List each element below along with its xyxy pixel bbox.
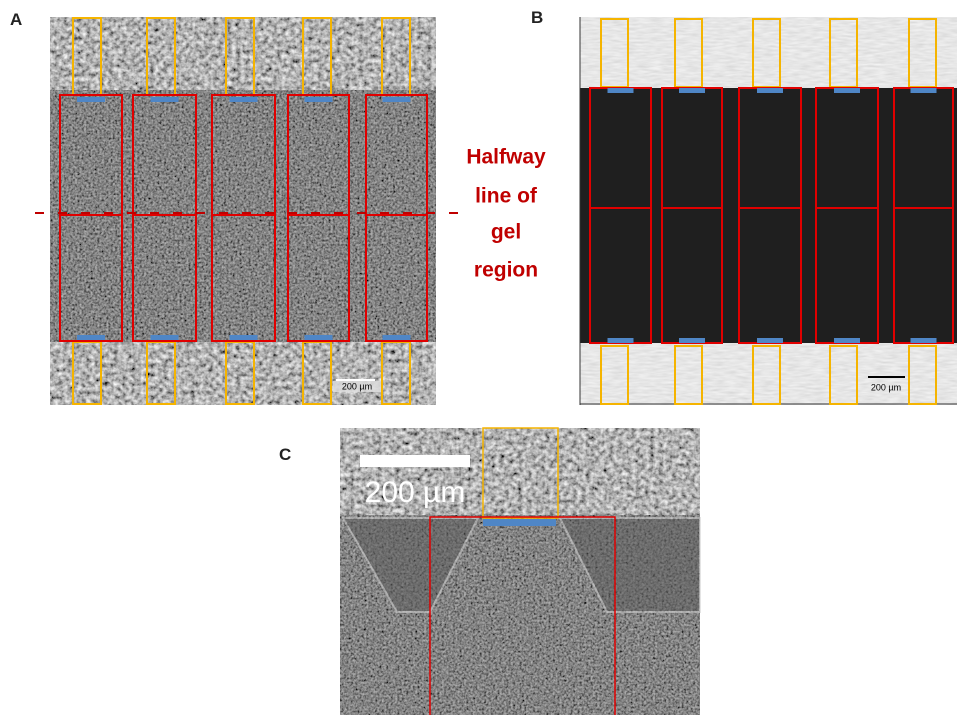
panel-a: 200 µm — [35, 17, 462, 405]
blue-marker — [383, 335, 411, 340]
blue-marker — [151, 335, 179, 340]
dark-image — [580, 88, 957, 343]
blue-marker — [230, 335, 258, 340]
light-image — [580, 343, 957, 405]
panel-b: 200 µm — [580, 17, 957, 405]
blue-marker — [757, 88, 783, 93]
scale-label: 200 µm — [342, 381, 372, 391]
blue-marker — [151, 97, 179, 102]
blue-marker — [911, 88, 937, 93]
blue-marker — [483, 519, 556, 526]
blue-marker — [305, 97, 333, 102]
blue-marker — [679, 88, 705, 93]
scale-label: 200 µm — [871, 382, 901, 392]
blue-marker — [608, 88, 634, 93]
light-image — [580, 17, 957, 89]
blue-marker — [757, 338, 783, 343]
panel-c: 200 µm — [340, 428, 700, 715]
blue-marker — [383, 97, 411, 102]
annotation-line: line of — [475, 185, 538, 208]
blue-marker — [305, 335, 333, 340]
panel-label: A — [10, 10, 22, 29]
figure: 200 µm A Halfway line of gel region 200 … — [0, 0, 957, 715]
blue-marker — [608, 338, 634, 343]
panel-label: C — [279, 445, 291, 464]
scale-bar — [360, 455, 470, 467]
blue-marker — [834, 338, 860, 343]
blue-marker — [77, 97, 105, 102]
annotation-line: region — [474, 259, 538, 282]
scale-label: 200 µm — [365, 476, 466, 509]
blue-marker — [77, 335, 105, 340]
blue-marker — [679, 338, 705, 343]
annotation-line: Halfway — [466, 146, 546, 169]
blue-marker — [834, 88, 860, 93]
annotation-line: gel — [491, 221, 521, 244]
blue-marker — [911, 338, 937, 343]
panel-label: B — [531, 8, 543, 27]
annotation: Halfway line of gel region — [466, 146, 546, 282]
blue-marker — [230, 97, 258, 102]
